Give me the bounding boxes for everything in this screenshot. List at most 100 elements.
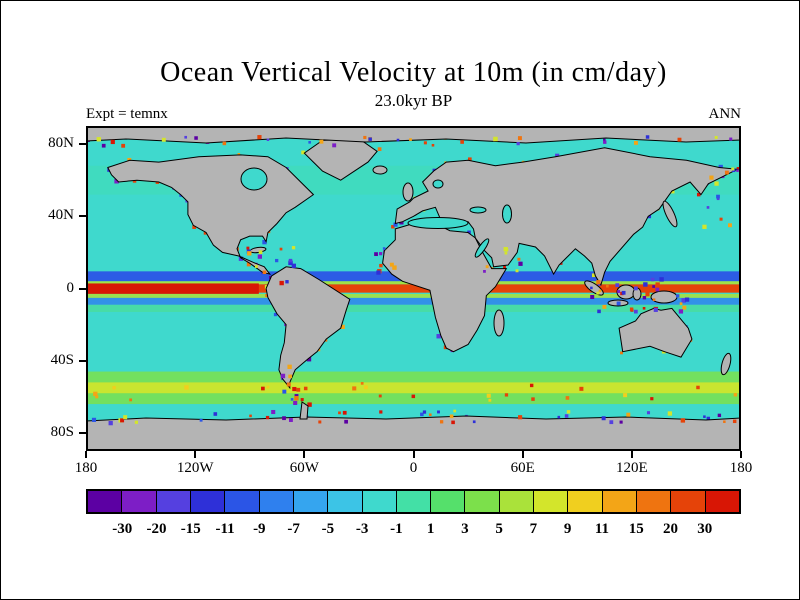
noise-speckle [652, 285, 656, 288]
colorbar-tick-label: -30 [112, 521, 133, 537]
noise-speckle [291, 263, 296, 268]
noise-speckle [389, 262, 394, 267]
noise-speckle [282, 389, 287, 394]
noise-speckle [679, 302, 683, 306]
colorbar-tick-label: 11 [594, 521, 610, 537]
noise-speckle [718, 164, 723, 170]
noise-speckle [517, 257, 521, 261]
colorbar-cell [499, 491, 535, 512]
lon-tick-label: 180 [74, 460, 98, 476]
noise-speckle [603, 140, 607, 144]
noise-speckle [555, 153, 560, 158]
lat-tick-label: 40S [50, 351, 74, 368]
eurasia-landmass [394, 147, 740, 287]
noise-speckle [629, 307, 634, 311]
noise-speckle [292, 386, 297, 392]
noise-speckle [262, 239, 267, 245]
noise-speckle [597, 309, 601, 314]
red-sea-water [474, 238, 490, 258]
noise-speckle [436, 334, 441, 339]
colorbar-tick-label: -20 [146, 521, 167, 537]
noise-speckle [667, 411, 673, 416]
lat-tick-mark [79, 359, 86, 362]
noise-speckle [308, 141, 311, 144]
noise-speckle [199, 418, 203, 422]
noise-speckle [472, 420, 476, 424]
noise-speckle [319, 139, 324, 144]
hudson-bay-water [240, 167, 268, 191]
noise-speckle [728, 223, 732, 228]
noise-speckle [303, 386, 308, 391]
noise-speckle [332, 143, 337, 148]
noise-speckle [379, 410, 383, 414]
noise-speckle [161, 137, 166, 142]
colorbar-tick-label: -7 [287, 521, 300, 537]
noise-speckle [596, 280, 601, 285]
noise-speckle [121, 143, 126, 148]
lon-tick-mark [630, 451, 633, 458]
colorbar-cell [705, 491, 739, 512]
noise-speckle [557, 415, 561, 419]
lon-tick-label: 120W [176, 460, 214, 476]
noise-speckle [273, 312, 278, 317]
noise-speckle [284, 323, 287, 327]
noise-speckle [262, 270, 267, 275]
noise-speckle [222, 141, 227, 146]
colorbar-tick-label: -3 [355, 521, 369, 537]
noise-speckle [467, 230, 471, 235]
noise-speckle [374, 252, 378, 257]
colorbar-cell [259, 491, 294, 512]
colorbar-tick-label: -15 [180, 521, 201, 537]
colorbar-cell [465, 491, 500, 512]
noise-speckle [114, 179, 119, 184]
noise-speckle [192, 225, 197, 229]
noise-speckle [378, 394, 382, 398]
noise-speckle [428, 413, 432, 417]
lon-tick-mark [194, 451, 197, 458]
noise-speckle [246, 262, 251, 267]
noise-speckle [655, 287, 660, 292]
noise-speckle [261, 386, 265, 391]
noise-speckle [723, 420, 726, 423]
colorbar [86, 489, 741, 514]
noise-speckle [293, 400, 298, 405]
noise-speckle [129, 398, 133, 402]
noise-speckle [246, 246, 250, 250]
south-america-landmass [265, 266, 351, 390]
noise-speckle [602, 304, 607, 309]
band-southern-ocean-yellow-core [86, 382, 741, 394]
noise-speckle [620, 351, 623, 355]
noise-speckle [134, 420, 139, 424]
noise-speckle [486, 393, 491, 398]
noise-speckle [392, 265, 397, 270]
noise-speckle [280, 373, 286, 379]
noise-speckle [724, 170, 729, 175]
black-sea-water [469, 206, 487, 214]
arctic-cap-landmass [86, 126, 741, 144]
lat-tick-label: 80N [48, 135, 74, 152]
madagascar-island [493, 309, 505, 337]
british-isles-island [402, 182, 414, 202]
new-guinea-island [650, 290, 678, 304]
colorbar-cell [534, 491, 569, 512]
lon-tick-mark [521, 451, 524, 458]
noise-speckle [652, 298, 656, 302]
lon-tick-label: 60W [289, 460, 319, 476]
noise-speckle [257, 254, 263, 259]
noise-speckle [621, 290, 626, 295]
noise-speckle [642, 306, 646, 310]
noise-speckle [379, 263, 383, 268]
noise-speckle [290, 398, 294, 401]
noise-speckle [678, 309, 684, 314]
noise-speckle [566, 410, 571, 414]
world-map-plot [86, 126, 741, 451]
noise-speckle [352, 386, 357, 391]
noise-speckle [518, 415, 523, 420]
noise-speckle [363, 385, 368, 390]
noise-speckle [291, 246, 296, 250]
colorbar-cell [602, 491, 637, 512]
noise-speckle [736, 169, 739, 172]
antarctica-landmass [86, 415, 741, 451]
mediterranean-sea-water [407, 217, 469, 229]
noise-speckle [282, 416, 286, 421]
